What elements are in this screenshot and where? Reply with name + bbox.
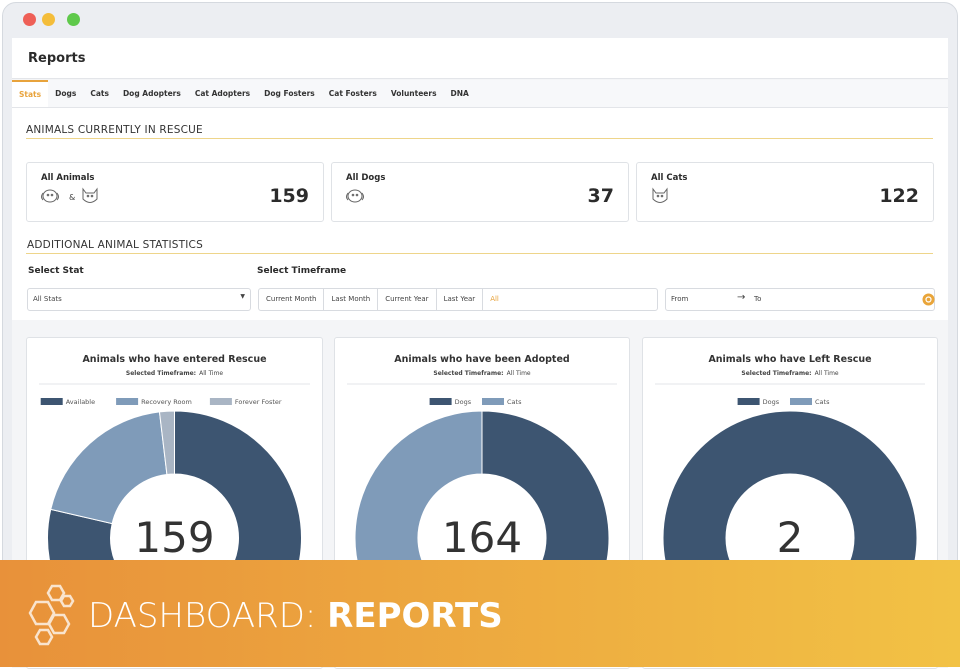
- stat-value: All Stats: [33, 295, 62, 303]
- legend-swatch: [209, 398, 232, 405]
- legend-swatch: [737, 398, 760, 405]
- legend-swatch: [40, 398, 63, 405]
- dropdown-caret: ▼: [240, 293, 245, 300]
- card-icons: &: [41, 187, 98, 203]
- stat-dropdown[interactable]: All Stats ▼: [27, 288, 251, 311]
- tab[interactable]: Stats: [12, 80, 49, 107]
- card-icon: [652, 187, 668, 203]
- timeframe-option[interactable]: Current Year: [378, 289, 437, 310]
- zoom-button[interactable]: [67, 13, 80, 26]
- tab[interactable]: Cat Fosters: [328, 89, 377, 98]
- tab[interactable]: Dog Fosters: [264, 89, 315, 98]
- legend-swatch: [429, 398, 452, 405]
- chart-title: Animals who have entered Rescue: [82, 354, 266, 365]
- section-rule: [26, 138, 933, 139]
- card-icon: [346, 189, 364, 203]
- chart-title: Animals who have been Adopted: [394, 354, 569, 365]
- card-label: All Dogs: [346, 173, 386, 183]
- timeframe-option[interactable]: Last Month: [324, 289, 379, 310]
- card-value: 159: [269, 185, 309, 207]
- card-label: All Animals: [41, 173, 95, 183]
- tab[interactable]: DNA: [450, 89, 469, 98]
- donut-total: 159: [134, 513, 214, 562]
- banner-logo: [28, 584, 75, 646]
- minimize-button[interactable]: [42, 13, 55, 26]
- banner-name: REPORTS: [327, 596, 503, 636]
- banner: [0, 560, 960, 667]
- date-range[interactable]: From → To: [665, 288, 935, 311]
- subtitle-value: All Time: [199, 370, 223, 377]
- subtitle-label: Selected Timeframe:: [741, 370, 811, 377]
- header: Reports: [12, 38, 948, 79]
- card-value: 122: [879, 185, 919, 207]
- tab[interactable]: Cats: [90, 89, 109, 98]
- chart-title: Animals who have Left Rescue: [708, 354, 871, 365]
- timeframe-label: Select Timeframe: [257, 266, 347, 276]
- section-heading: ADDITIONAL ANIMAL STATISTICS: [27, 239, 203, 251]
- legend-label: Cats: [815, 398, 830, 406]
- donut-slice: [50, 411, 168, 525]
- legend-swatch: [116, 398, 139, 405]
- legend-label: Cats: [507, 398, 522, 406]
- timeframe-option[interactable]: All: [490, 295, 499, 303]
- date-from: From: [671, 295, 689, 303]
- chart-subtitle: Selected Timeframe: All Time: [741, 370, 839, 377]
- stat-label: Select Stat: [28, 266, 84, 276]
- chart-subtitle: Selected Timeframe: All Time: [126, 370, 224, 377]
- card-label: All Cats: [651, 173, 688, 183]
- calendar-button[interactable]: [922, 293, 935, 306]
- banner-prefix: DASHBOARD:: [88, 596, 317, 636]
- chart-subtitle: Selected Timeframe: All Time: [433, 370, 531, 377]
- section-rule: [26, 253, 933, 254]
- legend-swatch: [790, 398, 812, 405]
- legend-label: Forever Foster: [235, 398, 282, 406]
- legend-label: Available: [66, 398, 95, 406]
- tab-bar: Stats Dogs Cats Dog Adopters Cat Adopters Dog…: [12, 80, 948, 108]
- card-value: 37: [587, 185, 614, 207]
- tab[interactable]: Dogs: [55, 89, 77, 98]
- summary-card: All Animals & 159: [26, 162, 324, 222]
- donut-slice: [158, 410, 175, 476]
- date-to: To: [754, 295, 762, 303]
- page-title: Reports: [28, 51, 86, 66]
- tab[interactable]: Dog Adopters: [122, 89, 181, 98]
- subtitle-label: Selected Timeframe:: [126, 370, 196, 377]
- summary-card: All Cats 122: [636, 162, 934, 222]
- legend-swatch: [482, 398, 504, 405]
- subtitle-value: All Time: [507, 370, 531, 377]
- legend-label: Recovery Room: [141, 398, 192, 406]
- tab[interactable]: Volunteers: [390, 89, 437, 98]
- donut-total: 2: [777, 513, 804, 562]
- tab[interactable]: Cat Adopters: [194, 89, 251, 98]
- icon-separator: &: [69, 193, 75, 202]
- legend-label: Dogs: [455, 398, 472, 406]
- subtitle-value: All Time: [815, 370, 839, 377]
- timeframe-option[interactable]: Current Month: [259, 289, 325, 310]
- close-button[interactable]: [23, 13, 36, 26]
- range-arrow: →: [737, 292, 746, 303]
- timeframe-option[interactable]: Last Year: [437, 289, 484, 310]
- subtitle-label: Selected Timeframe:: [433, 370, 503, 377]
- donut-total: 164: [442, 513, 522, 562]
- summary-card: All Dogs 37: [331, 162, 629, 222]
- legend-label: Dogs: [763, 398, 780, 406]
- section-heading: ANIMALS CURRENTLY IN RESCUE: [26, 124, 203, 136]
- banner-title: DASHBOARD: REPORTS: [88, 596, 503, 636]
- timeframe-selector: Current Month Last Month Current Year Last …: [258, 288, 658, 311]
